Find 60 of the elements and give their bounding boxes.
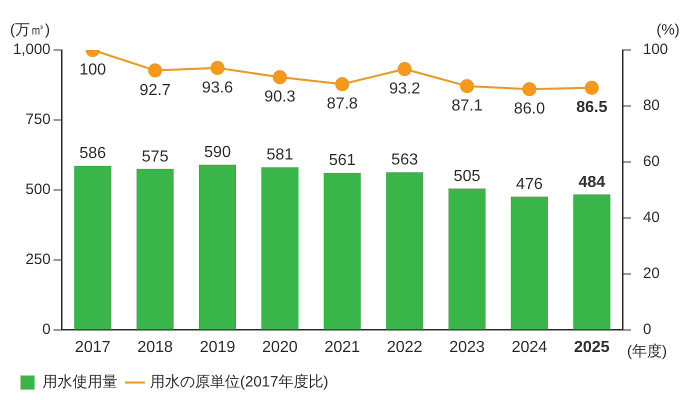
y2-axis-title: (%) [656,22,680,39]
y-tick-label: 0 [42,320,51,338]
data-label: 561 [328,152,356,170]
point [584,80,599,95]
data-label: 93.2 [389,80,420,98]
bar [448,188,486,330]
y-axis-title: (万㎥) [10,22,50,39]
data-label: 87.8 [326,96,358,113]
x-tick-label: 2021 [324,338,360,356]
bar [74,166,112,330]
data-label: 581 [266,146,294,164]
y2-tick-label: 100 [642,41,668,58]
data-label: 100 [79,61,106,78]
x-tick-label: 2025 [574,338,610,356]
x-tick-label: 2017 [74,338,111,356]
data-label: 590 [204,144,231,162]
data-label: 563 [391,152,418,169]
x-tick-label: 2018 [137,338,174,356]
bar [573,194,610,330]
legend-label: 用水の原単位(2017年度比) [150,374,328,391]
x-tick-label: 2022 [386,338,423,356]
point [460,79,474,94]
point [398,62,412,76]
y2-tick-label: 0 [642,320,652,338]
bar [136,168,174,330]
bar [386,172,424,330]
data-label: 476 [516,176,543,194]
data-label: 575 [142,148,169,166]
y-tick-label: 250 [26,250,51,268]
y-tick-label: 1,000 [12,41,51,58]
point [522,82,536,96]
bar [510,196,548,330]
bar [261,167,298,330]
data-label: 92.7 [140,82,171,99]
data-label: 87.1 [451,98,483,114]
x-tick-label: 2023 [449,338,485,356]
y2-tick-label: 60 [642,153,660,170]
y2-tick-label: 40 [642,209,660,226]
data-label: 484 [578,174,606,191]
bar [198,164,236,330]
point [272,70,287,84]
point [335,77,350,92]
point [148,63,162,78]
data-label: 505 [454,168,480,185]
data-label: 93.6 [202,79,234,96]
x-tick-label: 2019 [200,338,236,356]
x-tick-label: 2020 [262,338,298,356]
x-axis-title: (年度) [626,342,667,360]
y-tick-label: 750 [26,111,51,128]
data-label: 90.3 [264,88,296,106]
bar [324,172,361,330]
point [210,60,224,75]
legend-label: 用水使用量 [42,374,118,391]
y-tick-label: 500 [26,181,51,198]
data-label: 86.0 [514,100,546,118]
y2-tick-label: 80 [642,97,660,114]
x-tick-label: 2024 [512,338,548,356]
data-label: 586 [79,145,106,162]
data-label: 86.5 [576,99,608,116]
y2-tick-label: 20 [642,264,660,282]
